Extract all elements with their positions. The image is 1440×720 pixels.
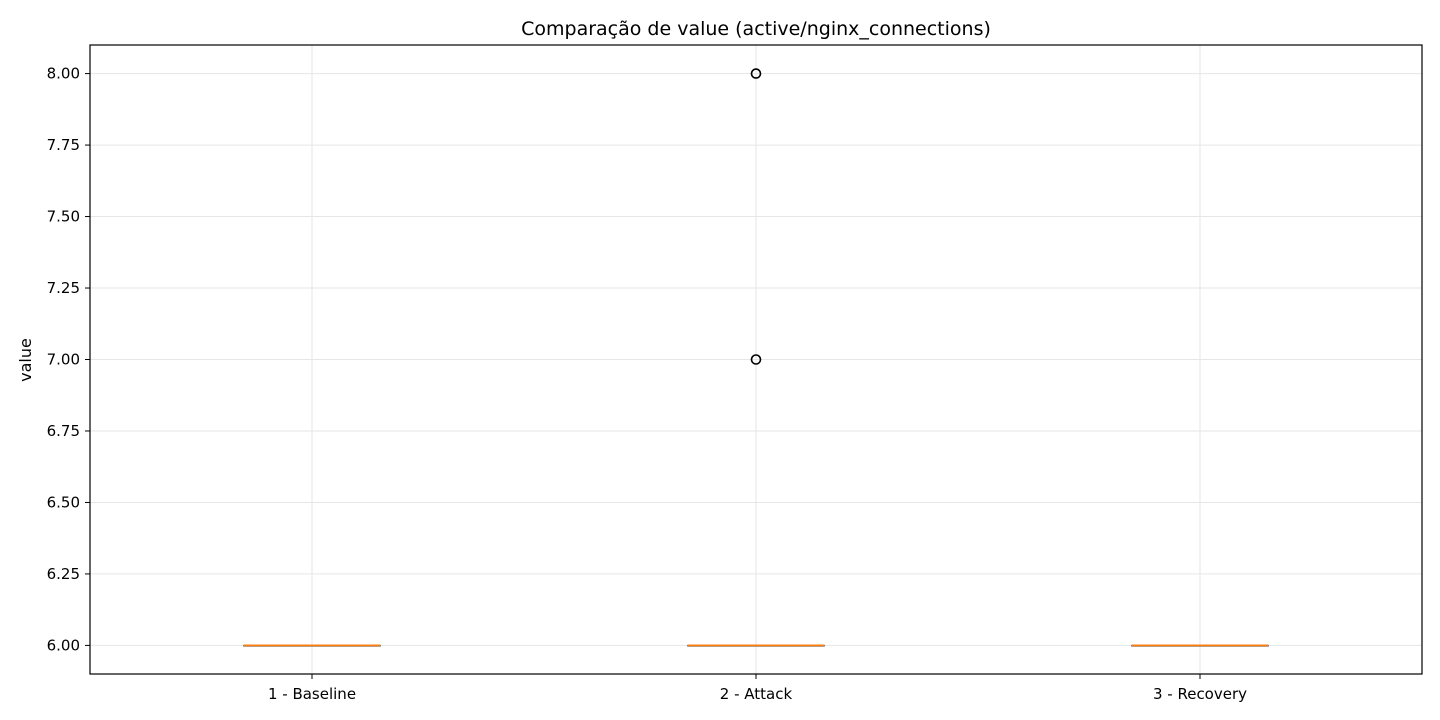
x-tick-label: 2 - Attack xyxy=(720,685,793,703)
grid-layer xyxy=(90,45,1422,674)
plot-frame xyxy=(89,44,1423,675)
outlier-point xyxy=(750,354,762,365)
y-tick-label: 7.50 xyxy=(47,208,80,226)
y-axis-label: value xyxy=(16,338,35,382)
x-tick-label: 3 - Recovery xyxy=(1153,685,1247,703)
box-layer xyxy=(243,68,1269,647)
x-tick-label: 1 - Baseline xyxy=(268,685,356,703)
y-tick-label: 8.00 xyxy=(47,65,80,83)
y-tick-label: 7.00 xyxy=(47,351,80,369)
y-tick-label: 6.75 xyxy=(47,422,80,440)
y-tick-label: 6.00 xyxy=(47,636,80,654)
y-tick-label: 7.25 xyxy=(47,279,80,297)
axis-layer: 6.00 6.25 6.50 6.75 7.00 7.25 7.50 7.75 8.00 1 - … xyxy=(47,65,1248,703)
chart-title: Comparação de value (active/nginx_connec… xyxy=(521,18,991,40)
y-tick-label: 7.75 xyxy=(47,136,80,154)
y-tick-label: 6.50 xyxy=(47,493,80,511)
y-tick-label: 6.25 xyxy=(47,565,80,583)
outlier-point xyxy=(750,68,762,79)
